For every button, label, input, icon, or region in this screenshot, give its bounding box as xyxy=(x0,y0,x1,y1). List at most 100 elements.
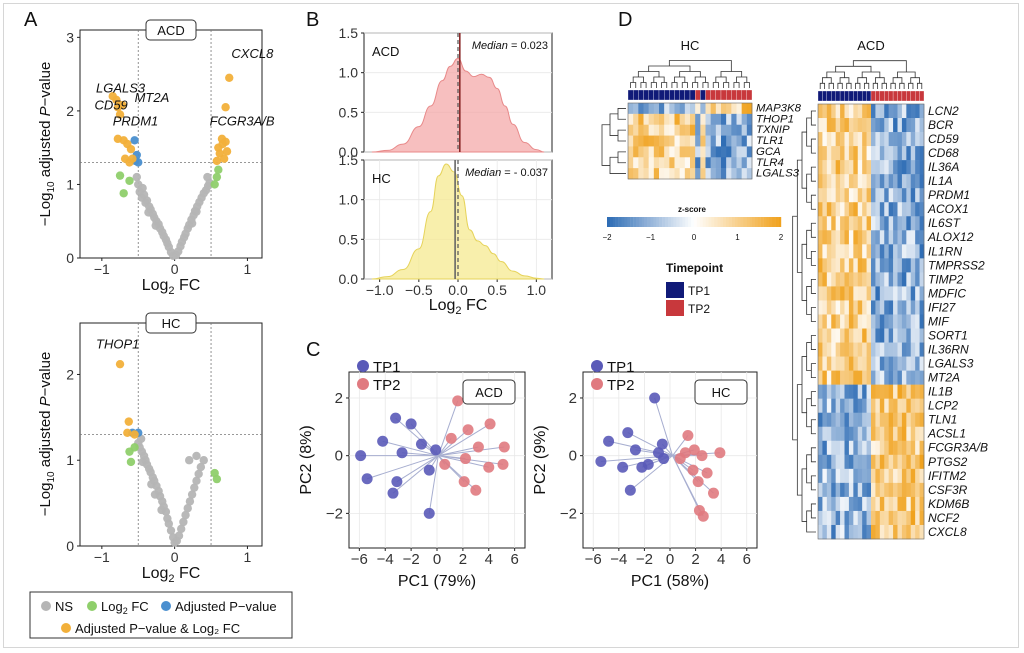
dendrogram-branch xyxy=(679,71,701,77)
heatmap-cell xyxy=(910,272,916,287)
heatmap-cell xyxy=(866,132,872,147)
heatmap-cell xyxy=(822,216,828,231)
heatmap-cell xyxy=(901,398,907,414)
heatmap-cell xyxy=(884,384,889,399)
heatmap-cell xyxy=(888,482,894,498)
heatmap-cell xyxy=(893,412,898,428)
dendrogram-branch xyxy=(863,82,870,89)
point-log2fc xyxy=(212,172,222,182)
timepoint-cell xyxy=(906,90,911,102)
heatmap-cell xyxy=(862,314,867,329)
heatmap-cell xyxy=(818,146,823,161)
heatmap-cell xyxy=(901,216,907,231)
point-tp2 xyxy=(472,441,484,453)
heatmap-cell xyxy=(857,104,863,119)
heatmap-cell xyxy=(897,314,903,329)
heatmap-cell xyxy=(875,160,881,175)
heatmap-cell xyxy=(875,468,881,484)
heatmap-cell xyxy=(835,370,841,385)
heatmap-cell xyxy=(695,113,701,126)
heatmap-cell xyxy=(835,328,841,343)
heatmap-cell xyxy=(818,510,823,526)
heatmap-cell xyxy=(835,104,841,119)
point-tp1 xyxy=(423,464,435,476)
heatmap-cell xyxy=(835,426,841,442)
heatmap-cell xyxy=(726,103,732,115)
heatmap-cell xyxy=(857,384,863,399)
heatmap-cell xyxy=(674,146,680,158)
heatmap-cell xyxy=(915,342,920,357)
heatmap-cell xyxy=(875,286,881,301)
heatmap-cell xyxy=(853,314,859,329)
point-tp1 xyxy=(377,435,389,447)
colorbar-swatch xyxy=(630,217,634,227)
y-tick-label: 1 xyxy=(66,176,74,192)
heatmap-cell xyxy=(853,216,859,231)
dendrogram-branch xyxy=(806,286,812,315)
heatmap-cell xyxy=(628,146,634,158)
heatmap-cell xyxy=(628,124,634,136)
heatmap-cell xyxy=(684,157,691,169)
heatmap-cell xyxy=(826,342,832,357)
pca-spoke xyxy=(437,400,459,456)
heatmap-cell xyxy=(664,103,670,115)
pca-spoke xyxy=(627,432,673,457)
point-tp1 xyxy=(603,435,615,447)
heatmap-cell xyxy=(643,168,649,180)
heatmap-cell xyxy=(919,104,925,119)
heatmap-cell xyxy=(879,468,885,484)
dendrogram-branch xyxy=(892,77,903,84)
heatmap-cell xyxy=(906,216,912,231)
row-label: MAP3K8 xyxy=(756,102,802,114)
heatmap-cell xyxy=(848,314,854,329)
dendrogram-branch xyxy=(810,222,816,238)
heatmap-cell xyxy=(866,202,872,217)
heatmap-cell xyxy=(862,188,867,203)
heatmap-cell xyxy=(919,510,925,526)
heatmap-border xyxy=(627,102,753,180)
heatmap-cell xyxy=(875,188,881,203)
heatmap-cell xyxy=(822,524,828,540)
x-tick-label: 0 xyxy=(171,549,179,565)
colorbar-swatch xyxy=(775,217,779,227)
point-tp2 xyxy=(674,453,686,465)
facet-label-box xyxy=(145,312,197,334)
heatmap-cell xyxy=(831,398,836,414)
dendrogram-branch xyxy=(810,279,816,294)
timepoint-cell xyxy=(853,90,858,102)
y-tick-label: 0 xyxy=(66,538,74,554)
heatmap-cell xyxy=(897,342,903,357)
heatmap-cell xyxy=(884,356,889,371)
dendrogram-branch xyxy=(899,82,905,89)
timepoint-cell xyxy=(884,90,889,102)
colorbar-swatch xyxy=(636,217,640,227)
heatmap-cell xyxy=(822,356,828,371)
heatmap-cell xyxy=(871,160,876,175)
panel-letter-a: A xyxy=(24,9,38,31)
heatmap-cell xyxy=(919,314,925,329)
heatmap-cell xyxy=(840,426,845,442)
heatmap-cell xyxy=(901,202,907,217)
row-label: FCGR3A/B xyxy=(928,441,988,455)
heatmap-cell xyxy=(871,384,876,399)
heatmap-cell xyxy=(893,482,898,498)
dendrogram-branch xyxy=(733,82,740,88)
row-label: PTGS2 xyxy=(928,455,968,469)
heatmap-cell xyxy=(643,157,649,169)
heatmap-cell xyxy=(871,440,876,456)
dendrogram-branch xyxy=(881,82,887,89)
colorbar-swatch xyxy=(754,217,758,227)
heatmap-cell xyxy=(844,342,850,357)
heatmap-cell xyxy=(888,118,894,133)
heatmap-cell xyxy=(826,244,832,259)
row-label: TLR4 xyxy=(756,157,784,169)
heatmap-cell xyxy=(875,370,881,385)
heatmap-cell xyxy=(835,244,841,259)
dendrogram-branch xyxy=(632,76,644,83)
heatmap-cell xyxy=(888,510,894,526)
heatmap-cell xyxy=(915,230,920,245)
heatmap-cell xyxy=(906,286,912,301)
heatmap-cell xyxy=(919,216,925,231)
heatmap-cell xyxy=(736,146,742,158)
